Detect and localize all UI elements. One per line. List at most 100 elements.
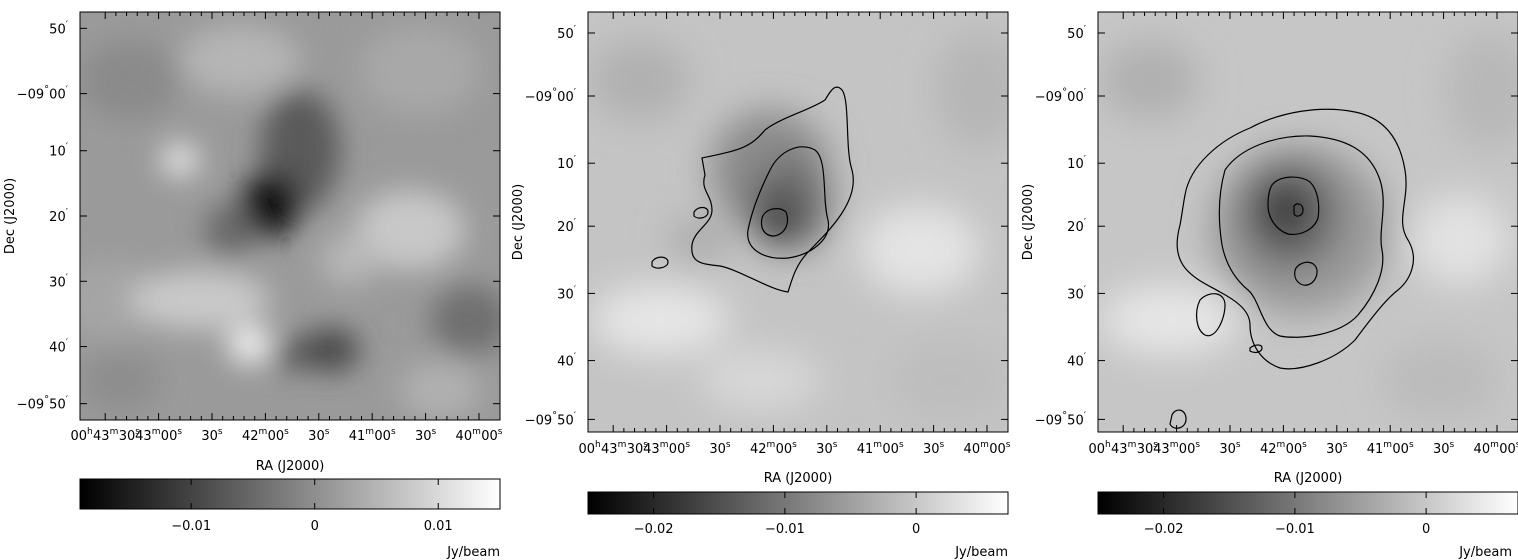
- colorbar-tick-label: −0.01: [171, 519, 211, 534]
- colorbar-gradient-middle: [587, 491, 1009, 515]
- contour-hole-right: [1294, 261, 1318, 286]
- ra-tick-value: 43: [135, 429, 152, 444]
- ra-tick-value: 00: [776, 442, 793, 457]
- colorbar-left: −0.01 0 0.01 Jy/beam: [79, 478, 501, 560]
- dec-tick-label: 10′: [1067, 154, 1087, 172]
- ra-tick-label: 00h 43m 30s: [1088, 440, 1158, 457]
- ra-tick-unit: s: [726, 440, 731, 450]
- ra-tick-label: 40m 00s: [456, 427, 503, 444]
- ra-tick-unit: s: [325, 427, 330, 437]
- ra-tick-unit: m: [660, 440, 669, 450]
- ra-tick-unit: m: [258, 427, 267, 437]
- ra-tick-unit: s: [218, 427, 223, 437]
- ra-tick-unit: s: [685, 440, 690, 450]
- ra-axis-label-right: RA (J2000): [1274, 471, 1343, 486]
- sky-image-middle: [588, 12, 1008, 432]
- ra-tick-unit: s: [833, 440, 838, 450]
- dec-tick-label: 40′: [49, 338, 69, 356]
- ra-tick-unit: s: [284, 427, 289, 437]
- ra-tick-unit: m: [766, 440, 775, 450]
- dec-tick-label: 50′: [557, 24, 577, 42]
- dec-axis-label-middle: Dec (J2000): [511, 184, 526, 260]
- ticks-right: [1098, 12, 1518, 432]
- ra-tick-value: 30: [1433, 442, 1450, 457]
- contour-inner-right: [1267, 176, 1320, 235]
- dec-tick-label: −09°00′: [1035, 87, 1087, 105]
- ra-axis-label-left: RA (J2000): [256, 459, 325, 474]
- ra-tick-label: 40m 00s: [964, 440, 1011, 457]
- sky-image-left: [80, 12, 500, 420]
- ra-tick-unit: h: [1105, 440, 1111, 450]
- ra-tick-value: 00: [481, 429, 498, 444]
- dec-tick-labels-left: 50′ −09°00′ 10′ 20′ 30′ 40′ −09°50′: [17, 19, 69, 412]
- ra-tick-unit: m: [1490, 440, 1499, 450]
- colorbar-ticks-middle: −0.02 −0.01 0: [634, 492, 920, 537]
- ra-tick-label: 30s: [415, 427, 437, 444]
- ra-tick-value: 41: [857, 442, 874, 457]
- ra-tick-unit: m: [1383, 440, 1392, 450]
- colorbar-unit-middle: Jy/beam: [954, 545, 1008, 560]
- ra-tick-value: 43: [643, 442, 660, 457]
- ra-tick-value: 30: [1219, 442, 1236, 457]
- colorbar-ticks-left: −0.01 0 0.01: [171, 479, 453, 534]
- ra-tick-label: 00h 43m 30s: [70, 427, 140, 444]
- dec-tick-labels-right: 50′ −09°00′ 10′ 20′ 30′ 40′ −09°50′: [1035, 24, 1087, 428]
- ra-tick-label: 00h 43m 30s: [578, 440, 648, 457]
- ra-tick-value: 00: [1392, 442, 1409, 457]
- ra-tick-unit: h: [595, 440, 601, 450]
- ra-tick-value: 00: [1088, 442, 1105, 457]
- colorbar-tick-label: −0.02: [634, 522, 674, 537]
- dec-tick-label: −09°00′: [525, 87, 577, 105]
- ra-tick-label: 41m 00s: [349, 427, 396, 444]
- ra-tick-unit: h: [87, 427, 93, 437]
- ra-tick-value: 42: [750, 442, 767, 457]
- ra-tick-unit: m: [472, 427, 481, 437]
- ra-tick-value: 00: [268, 429, 285, 444]
- contour-mid-middle: [747, 146, 830, 259]
- ra-tick-value: 30: [627, 442, 644, 457]
- ra-tick-unit: s: [498, 427, 503, 437]
- ra-tick-value: 00: [1286, 442, 1303, 457]
- ra-tick-value: 30: [308, 429, 325, 444]
- contour-island-3-right: [1169, 409, 1187, 429]
- dec-tick-label: 20′: [1067, 217, 1087, 235]
- ra-tick-unit: s: [899, 440, 904, 450]
- dec-tick-label: 40′: [557, 352, 577, 370]
- colorbar-tick-label: 0: [912, 522, 920, 537]
- ra-tick-unit: s: [1343, 440, 1348, 450]
- ra-tick-labels-middle: 00h 43m 30s 43m 00s 30s 42m 00s 30s 41m …: [578, 440, 1010, 457]
- ra-tick-value: 00: [882, 442, 899, 457]
- dec-tick-label: 30′: [49, 272, 69, 290]
- contour-mid-right: [1218, 135, 1384, 338]
- dec-tick-label: 30′: [1067, 284, 1087, 302]
- ra-tick-label: 30s: [709, 440, 731, 457]
- colorbar-unit-left: Jy/beam: [446, 545, 500, 560]
- colorbar-gradient-left: [79, 478, 501, 510]
- dec-tick-label: −09°50′: [17, 395, 69, 413]
- contours-right: [1169, 108, 1414, 429]
- ra-tick-label: 43m 00s: [1153, 440, 1200, 457]
- sky-image-right: [1098, 12, 1518, 432]
- colorbar-tick-label: −0.02: [1144, 522, 1184, 537]
- contours-middle: [651, 86, 854, 293]
- ra-tick-value: 00: [989, 442, 1006, 457]
- colorbar-gradient-right: [1097, 491, 1518, 515]
- dec-tick-label: 10′: [49, 142, 69, 160]
- dec-tick-label: 30′: [557, 284, 577, 302]
- ra-tick-unit: s: [1006, 440, 1011, 450]
- ra-tick-label: 43m 00s: [643, 440, 690, 457]
- ra-tick-unit: s: [1516, 440, 1518, 450]
- ra-tick-unit: m: [1170, 440, 1179, 450]
- dec-axis-label-right: Dec (J2000): [1021, 184, 1036, 260]
- ra-tick-unit: m: [618, 440, 627, 450]
- ra-tick-value: 42: [1260, 442, 1277, 457]
- contour-outer-right: [1176, 108, 1414, 370]
- ra-tick-value: 42: [242, 429, 259, 444]
- ra-tick-unit: m: [152, 427, 161, 437]
- ra-tick-unit: m: [365, 427, 374, 437]
- ticks-middle: [588, 12, 1008, 432]
- colorbar-middle: −0.02 −0.01 0 Jy/beam: [587, 491, 1009, 560]
- ra-tick-label: 42m 00s: [750, 440, 797, 457]
- ra-tick-value: 00: [1179, 442, 1196, 457]
